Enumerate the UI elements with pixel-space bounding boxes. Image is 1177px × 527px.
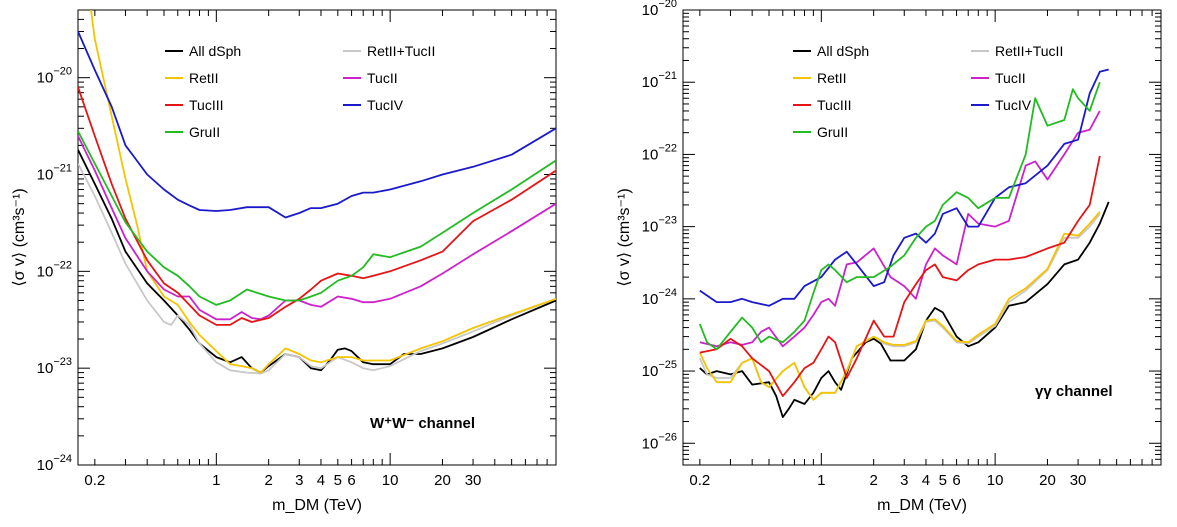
y-tick-label: 10−22 bbox=[37, 259, 72, 280]
y-tick-label: 10−23 bbox=[642, 215, 677, 236]
series-line-tucii bbox=[78, 135, 556, 321]
x-tick-label: 5 bbox=[334, 472, 342, 489]
y-tick-base: 10 bbox=[37, 263, 54, 280]
series-line-tuciv bbox=[78, 31, 556, 219]
y-tick-exponent: −23 bbox=[658, 215, 677, 227]
legend-label: RetII bbox=[817, 70, 847, 86]
y-tick-exponent: −20 bbox=[53, 66, 72, 78]
y-tick-exponent: −22 bbox=[53, 259, 72, 271]
y-tick-base: 10 bbox=[642, 2, 659, 19]
y-tick-base: 10 bbox=[37, 457, 54, 474]
y-tick-base: 10 bbox=[37, 167, 54, 184]
y-tick-exponent: −26 bbox=[658, 431, 677, 443]
x-tick-label: 30 bbox=[1070, 472, 1087, 489]
y-tick-base: 10 bbox=[642, 74, 659, 91]
series-line-tuciv bbox=[699, 68, 1109, 307]
gammagamma-channel-panel: 0.2 1 2 3 4 5 6 10 20 3010−2610−2510−2410−2310−22… bbox=[616, 0, 1162, 514]
x-tick-label: 5 bbox=[939, 472, 947, 489]
legend-label: GruII bbox=[817, 124, 848, 140]
x-axis-title: m_DM (TeV) bbox=[877, 497, 967, 514]
x-tick-label: 0.2 bbox=[689, 472, 710, 489]
y-tick-base: 10 bbox=[37, 360, 54, 377]
series-line-retii-tucii bbox=[698, 213, 1101, 401]
series-line-gruii bbox=[698, 81, 1101, 351]
channel-annotation: W⁺W⁻ channel bbox=[370, 415, 475, 432]
series-line-tucii bbox=[699, 110, 1101, 348]
y-tick-exponent: −24 bbox=[53, 453, 72, 465]
legend-label: All dSph bbox=[189, 43, 241, 59]
series-group bbox=[698, 68, 1110, 418]
ww-channel-panel: 0.2 1 2 3 4 5 6 10 20 3010−2410−2310−2210−2110−20… bbox=[11, 9, 557, 514]
x-tick-label: 20 bbox=[434, 472, 451, 489]
legend-label: TucIV bbox=[995, 97, 1032, 113]
y-tick-label: 10−21 bbox=[642, 70, 677, 91]
y-axis-title: ⟨σ v⟩ (cm³s⁻¹) bbox=[616, 188, 633, 286]
legend-label: RetII bbox=[189, 70, 219, 86]
x-tick-label: 2 bbox=[869, 472, 877, 489]
y-tick-base: 10 bbox=[642, 363, 659, 380]
x-tick-label: 1 bbox=[212, 472, 220, 489]
y-tick-label: 10−20 bbox=[37, 66, 72, 87]
series-line-all-dsph bbox=[78, 149, 556, 374]
y-tick-base: 10 bbox=[642, 435, 659, 452]
y-tick-label: 10−25 bbox=[642, 359, 677, 380]
legend-label: GruII bbox=[189, 124, 220, 140]
series-line-retii bbox=[698, 211, 1101, 401]
x-tick-label: 2 bbox=[264, 472, 272, 489]
x-tick-label: 30 bbox=[465, 472, 482, 489]
y-tick-exponent: −21 bbox=[53, 163, 72, 175]
series-group bbox=[78, 10, 556, 375]
y-tick-label: 10−24 bbox=[642, 287, 677, 308]
series-line-retii-tucii bbox=[78, 163, 556, 375]
series-line-tuciii bbox=[78, 86, 556, 326]
x-tick-label: 4 bbox=[317, 472, 325, 489]
x-tick-label: 1 bbox=[817, 472, 825, 489]
y-tick-label: 10−26 bbox=[642, 431, 677, 452]
y-tick-label: 10−20 bbox=[642, 0, 677, 19]
plot-frame bbox=[77, 9, 557, 466]
y-tick-exponent: −23 bbox=[53, 356, 72, 368]
x-tick-label: 20 bbox=[1039, 472, 1056, 489]
y-tick-exponent: −20 bbox=[658, 0, 677, 10]
legend-label: TucIII bbox=[189, 97, 224, 113]
series-line-tuciii bbox=[699, 155, 1101, 397]
series-line-retii bbox=[90, 10, 556, 374]
legend-label: RetII+TucII bbox=[995, 43, 1063, 59]
x-axis-title: m_DM (TeV) bbox=[272, 497, 362, 514]
series-line-gruii bbox=[78, 130, 556, 306]
x-tick-label: 4 bbox=[922, 472, 930, 489]
y-tick-base: 10 bbox=[642, 219, 659, 236]
channel-annotation: γγ channel bbox=[1035, 383, 1113, 400]
x-tick-label: 3 bbox=[900, 472, 908, 489]
legend-label: TucIII bbox=[817, 97, 852, 113]
series-line-all-dsph bbox=[699, 201, 1110, 418]
x-tick-label: 0.2 bbox=[84, 472, 105, 489]
legend-label: All dSph bbox=[817, 43, 869, 59]
y-tick-label: 10−23 bbox=[37, 356, 72, 377]
y-tick-label: 10−22 bbox=[642, 142, 677, 163]
y-axis-title: ⟨σ v⟩ (cm³s⁻¹) bbox=[11, 188, 28, 286]
legend-label: TucIV bbox=[367, 97, 404, 113]
y-tick-base: 10 bbox=[642, 291, 659, 308]
x-tick-label: 10 bbox=[382, 472, 399, 489]
y-tick-exponent: −24 bbox=[658, 287, 677, 299]
x-tick-label: 10 bbox=[987, 472, 1004, 489]
y-tick-label: 10−24 bbox=[37, 453, 72, 474]
y-tick-exponent: −21 bbox=[658, 70, 677, 82]
y-tick-base: 10 bbox=[37, 70, 54, 87]
legend-label: RetII+TucII bbox=[367, 43, 435, 59]
y-tick-exponent: −25 bbox=[658, 359, 677, 371]
y-tick-label: 10−21 bbox=[37, 163, 72, 184]
x-tick-label: 3 bbox=[295, 472, 303, 489]
x-tick-label: 6 bbox=[952, 472, 960, 489]
y-tick-exponent: −22 bbox=[658, 142, 677, 154]
x-tick-label: 6 bbox=[347, 472, 355, 489]
legend-label: TucII bbox=[995, 70, 1026, 86]
legend-label: TucII bbox=[367, 70, 398, 86]
y-tick-base: 10 bbox=[642, 146, 659, 163]
